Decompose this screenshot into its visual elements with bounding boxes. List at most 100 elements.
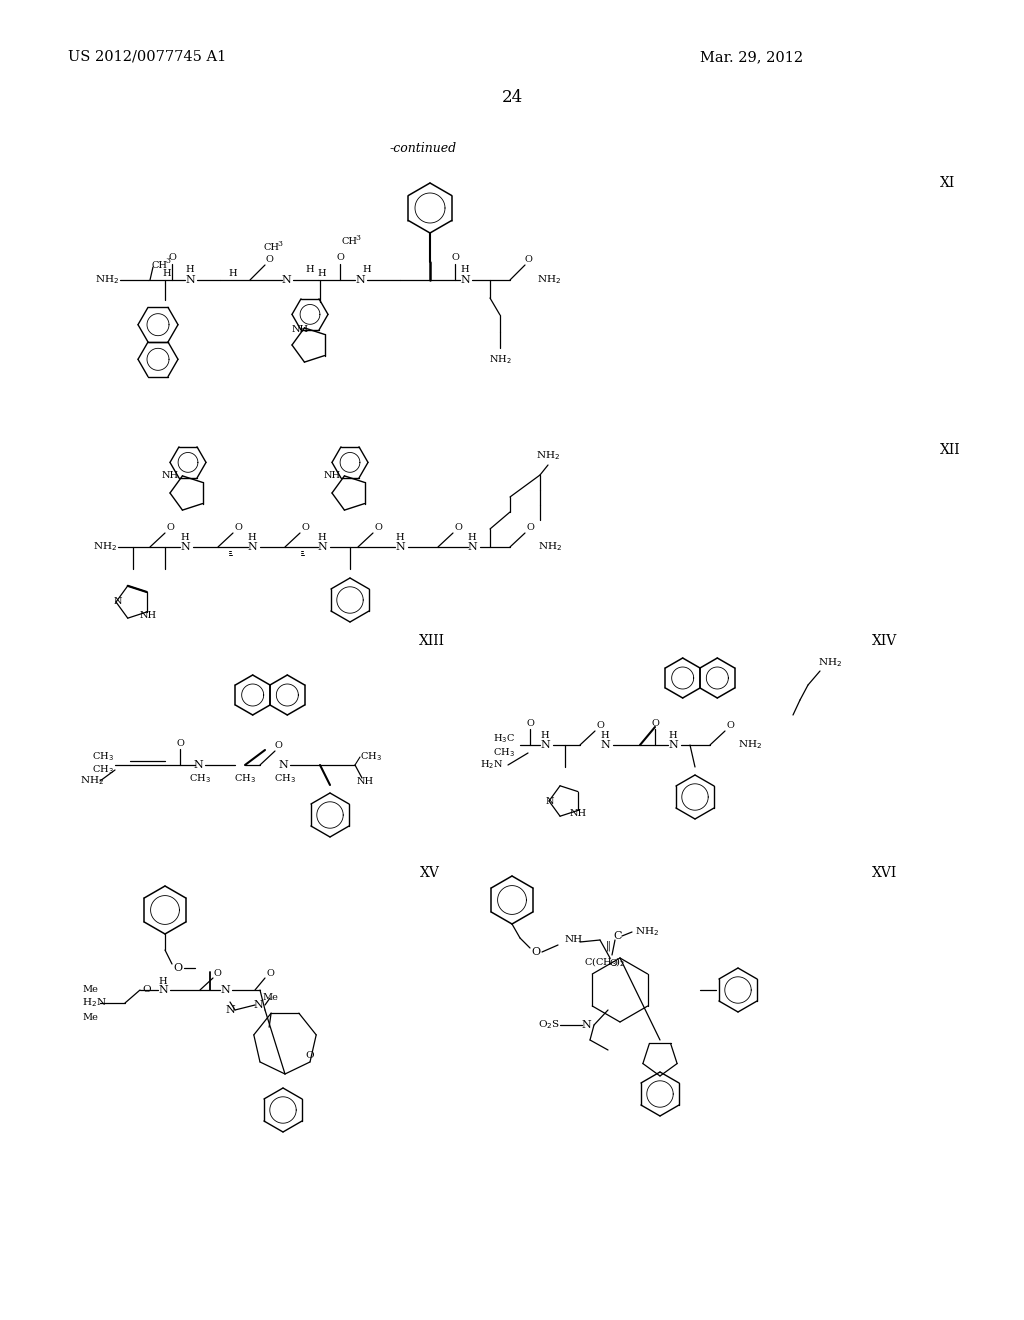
Text: CH$_3$: CH$_3$ <box>274 772 296 785</box>
Text: O: O <box>524 255 531 264</box>
Text: NH: NH <box>162 471 178 480</box>
Text: H: H <box>248 532 256 541</box>
Text: O: O <box>726 721 734 730</box>
Text: N: N <box>247 543 257 552</box>
Text: NH$_2$: NH$_2$ <box>738 739 762 751</box>
Text: NH$_2$: NH$_2$ <box>488 354 511 367</box>
Text: 3: 3 <box>165 257 170 265</box>
Text: O: O <box>531 946 541 957</box>
Text: O: O <box>266 969 274 978</box>
Text: Mar. 29, 2012: Mar. 29, 2012 <box>700 50 803 63</box>
Text: NH: NH <box>569 808 587 817</box>
Text: CH: CH <box>264 243 280 252</box>
Text: CH$_3$: CH$_3$ <box>189 772 211 785</box>
Text: H: H <box>180 532 189 541</box>
Text: N: N <box>460 275 470 285</box>
Text: Me: Me <box>82 986 98 994</box>
Text: N: N <box>253 1001 263 1010</box>
Text: US 2012/0077745 A1: US 2012/0077745 A1 <box>68 50 226 63</box>
Text: $\|$: $\|$ <box>605 939 610 953</box>
Text: NH$_2$: NH$_2$ <box>536 450 560 462</box>
Text: NH$_2$: NH$_2$ <box>95 273 119 286</box>
Text: NH$_2$: NH$_2$ <box>80 775 104 788</box>
Text: H: H <box>317 269 327 279</box>
Text: N: N <box>180 543 189 552</box>
Text: 3: 3 <box>355 234 360 242</box>
Text: O: O <box>301 523 309 532</box>
Text: NH: NH <box>139 610 157 619</box>
Text: XIII: XIII <box>419 634 445 648</box>
Text: N: N <box>668 741 678 750</box>
Text: H: H <box>468 532 476 541</box>
Text: XVI: XVI <box>872 866 897 880</box>
Text: Me: Me <box>262 994 278 1002</box>
Text: O$_2$S: O$_2$S <box>538 1019 560 1031</box>
Text: H: H <box>185 265 195 275</box>
Text: O: O <box>274 741 282 750</box>
Text: O: O <box>526 523 534 532</box>
Text: CH: CH <box>152 260 168 269</box>
Text: N: N <box>317 543 327 552</box>
Text: NH$_2$: NH$_2$ <box>818 656 842 669</box>
Text: N: N <box>282 275 291 285</box>
Text: N: N <box>395 543 404 552</box>
Text: H$_3$C: H$_3$C <box>493 733 515 746</box>
Text: H: H <box>159 977 167 986</box>
Text: NH: NH <box>565 936 583 945</box>
Text: -continued: -continued <box>390 141 457 154</box>
Text: CH$_3$: CH$_3$ <box>92 751 114 763</box>
Text: NH$_2$: NH$_2$ <box>93 541 117 553</box>
Text: CH$_3$: CH$_3$ <box>493 747 515 759</box>
Text: N: N <box>355 275 365 285</box>
Text: H: H <box>395 532 404 541</box>
Text: N: N <box>582 1020 591 1030</box>
Text: O: O <box>234 523 242 532</box>
Text: CH$_3$: CH$_3$ <box>92 763 114 776</box>
Text: NH: NH <box>292 326 308 334</box>
Text: NH: NH <box>356 776 374 785</box>
Text: N: N <box>114 598 122 606</box>
Text: O: O <box>168 253 176 263</box>
Text: N: N <box>185 275 195 285</box>
Text: C: C <box>613 931 623 941</box>
Text: Me: Me <box>82 1014 98 1023</box>
Text: CH: CH <box>342 238 358 247</box>
Text: O: O <box>454 523 462 532</box>
Text: H: H <box>669 730 677 739</box>
Text: O: O <box>596 721 604 730</box>
Text: H: H <box>306 265 314 275</box>
Text: H: H <box>362 265 372 275</box>
Text: NH: NH <box>324 471 341 480</box>
Text: H$_2$N: H$_2$N <box>82 997 106 1010</box>
Text: O: O <box>265 256 273 264</box>
Text: NH$_2$: NH$_2$ <box>538 541 562 553</box>
Text: O: O <box>142 986 152 994</box>
Text: H$_2$N: H$_2$N <box>480 759 504 771</box>
Text: H: H <box>163 269 171 279</box>
Text: XI: XI <box>940 176 955 190</box>
Text: NH$_2$: NH$_2$ <box>537 273 561 286</box>
Text: XV: XV <box>420 866 440 880</box>
Text: C(CH$_3$)$_2$: C(CH$_3$)$_2$ <box>585 956 626 969</box>
Text: O: O <box>451 253 459 263</box>
Text: O: O <box>176 738 184 747</box>
Text: O: O <box>166 523 174 532</box>
Text: N: N <box>225 1005 234 1015</box>
Text: O: O <box>609 958 616 968</box>
Text: O: O <box>173 964 182 973</box>
Text: H: H <box>541 730 549 739</box>
Text: 24: 24 <box>502 90 522 107</box>
Text: H: H <box>601 730 609 739</box>
Text: NH$_2$: NH$_2$ <box>635 925 659 939</box>
Text: O: O <box>374 523 382 532</box>
Text: O: O <box>306 1051 314 1060</box>
Text: N: N <box>194 760 203 770</box>
Text: O: O <box>526 718 534 727</box>
Text: 3: 3 <box>278 240 282 248</box>
Text: H: H <box>461 265 469 275</box>
Text: O: O <box>651 718 658 727</box>
Text: H: H <box>317 532 327 541</box>
Text: N: N <box>467 543 477 552</box>
Text: CH$_3$: CH$_3$ <box>234 772 256 785</box>
Text: XII: XII <box>940 444 961 457</box>
